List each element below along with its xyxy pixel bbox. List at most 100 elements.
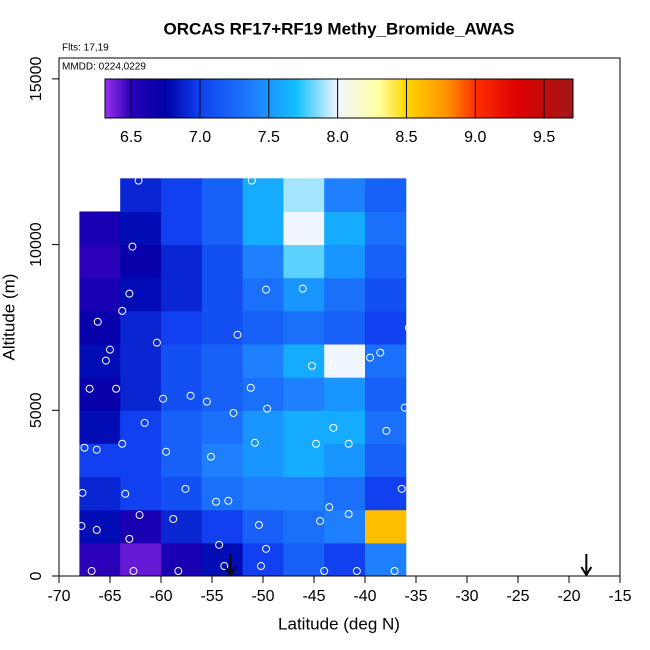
heat-cell <box>79 244 121 279</box>
sample-point <box>382 426 391 435</box>
heat-cell <box>242 509 284 544</box>
sample-point <box>212 497 221 506</box>
heat-cell <box>201 178 244 212</box>
heat-cell <box>201 410 244 444</box>
sample-point <box>404 323 413 332</box>
heat-cell <box>242 476 284 511</box>
sample-point <box>316 516 325 525</box>
y-axis-label: Altitude (m) <box>0 274 18 361</box>
heat-cell <box>201 211 244 246</box>
sample-point <box>85 384 94 393</box>
sample-point <box>181 484 190 493</box>
sample-point <box>262 285 271 294</box>
sample-point <box>87 567 96 576</box>
sample-point <box>101 356 110 365</box>
heat-cell <box>201 277 244 312</box>
heat-cell <box>283 443 325 478</box>
heat-cell <box>201 310 244 345</box>
sample-point <box>125 534 134 543</box>
heat-cell <box>201 542 244 577</box>
sample-point <box>247 176 256 185</box>
heat-cell <box>120 277 162 312</box>
heat-cell <box>120 542 162 577</box>
sample-point <box>128 242 137 251</box>
sample-point <box>206 452 215 461</box>
x-tick-label: -70 <box>47 588 70 605</box>
sample-point <box>129 567 138 576</box>
heat-cell <box>79 542 121 577</box>
heat-cell <box>120 443 162 478</box>
heat-cell <box>324 377 366 411</box>
sample-point <box>118 439 127 448</box>
arrow-head <box>224 566 237 577</box>
colorbar-tick-label: 8.0 <box>326 129 348 146</box>
colorbar-tick-label: 9.5 <box>533 129 555 146</box>
sample-point <box>390 567 399 576</box>
heat-cell <box>283 178 325 212</box>
heat-cell <box>324 542 366 577</box>
sample-point <box>320 567 329 576</box>
heat-cell <box>242 211 284 246</box>
sample-point <box>159 394 168 403</box>
x-tick-label: -60 <box>149 588 172 605</box>
sample-point <box>80 443 89 452</box>
colorbar <box>104 78 574 119</box>
heat-cell <box>365 443 407 478</box>
heat-cell <box>161 277 203 312</box>
sample-point <box>118 306 127 315</box>
sample-point <box>224 496 233 505</box>
x-tick-label: -55 <box>200 588 223 605</box>
x-tick-label: -25 <box>506 588 529 605</box>
heat-cell <box>365 377 407 411</box>
heat-cell <box>120 310 162 345</box>
heat-cell <box>324 476 366 511</box>
sample-point <box>174 567 183 576</box>
sample-point <box>376 348 385 357</box>
heat-cell <box>365 509 407 544</box>
chart-title: ORCAS RF17+RF19 Methy_Bromide_AWAS <box>164 19 515 38</box>
heat-cell <box>242 410 284 444</box>
heat-cell <box>120 244 162 279</box>
heat-cell <box>79 377 121 411</box>
heat-cell <box>242 377 284 411</box>
heat-cell <box>324 443 366 478</box>
heat-cell <box>242 178 284 212</box>
sample-point <box>93 317 102 326</box>
heat-cell <box>79 277 121 312</box>
heat-cell <box>283 476 325 511</box>
sample-point <box>202 397 211 406</box>
sample-point <box>263 404 272 413</box>
sample-point <box>215 540 224 549</box>
annotation: Flts: 17,19 <box>62 43 109 54</box>
y-tick-label: 10000 <box>28 222 45 267</box>
sample-point <box>233 330 242 339</box>
x-tick-label: -50 <box>251 588 274 605</box>
heat-cell <box>79 344 121 378</box>
heat-cell <box>283 244 325 279</box>
heat-cell <box>79 211 121 246</box>
heat-cell <box>324 178 366 212</box>
y-tick-label: 0 <box>28 571 45 580</box>
sample-point <box>220 562 229 571</box>
heat-cell <box>242 310 284 345</box>
sample-point <box>344 439 353 448</box>
sample-point <box>254 520 263 529</box>
heat-cell <box>242 244 284 279</box>
sample-point <box>106 345 114 354</box>
heat-cell <box>365 277 407 312</box>
sample-point <box>169 514 178 523</box>
y-tick-label: 5000 <box>28 392 45 428</box>
colorbar-tick-label: 8.5 <box>395 129 417 146</box>
x-tick-label: -45 <box>302 588 325 605</box>
heat-cell <box>79 410 121 444</box>
heat-cell <box>283 344 325 378</box>
heat-cell <box>283 377 325 411</box>
heat-cell <box>201 476 244 511</box>
heat-cell <box>283 410 325 444</box>
heat-cell <box>201 377 244 411</box>
x-tick-label: -40 <box>353 588 376 605</box>
sample-point <box>325 503 334 512</box>
sample-point <box>152 338 161 347</box>
arrow-head <box>580 566 593 577</box>
heat-cell <box>242 344 284 378</box>
